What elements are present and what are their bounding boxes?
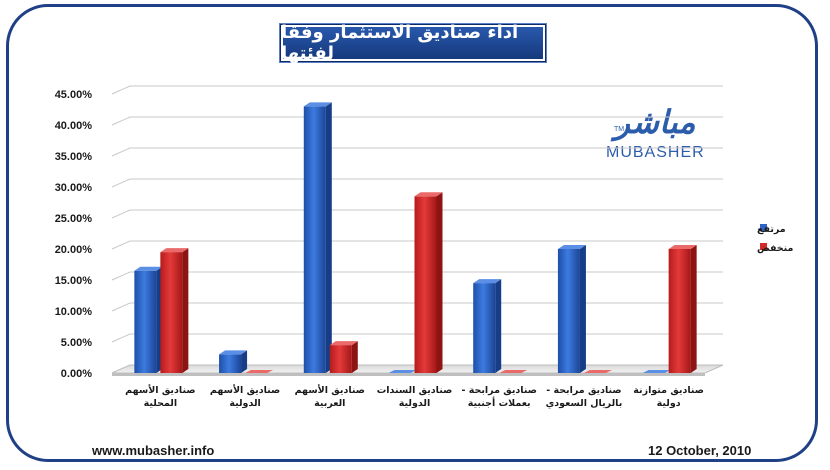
x-tick-label: صناديق متوازنة دولية	[633, 385, 704, 409]
gridline	[111, 116, 723, 126]
legend-label-1: منخفض	[757, 243, 794, 254]
bar-low-0	[160, 248, 189, 373]
x-tick-label: صناديق الأسهم العربية	[295, 384, 365, 409]
x-tick-label: صناديق مرابحة -بعملات أجنبية	[462, 385, 537, 409]
gridline	[111, 240, 723, 250]
gridline	[111, 85, 723, 95]
y-tick-label: 40.00%	[55, 120, 93, 132]
gridline	[111, 209, 723, 219]
gridline	[111, 302, 723, 312]
y-tick-label: 30.00%	[55, 182, 93, 194]
legend-swatch-0	[760, 224, 767, 231]
y-tick-label: 5.00%	[61, 337, 92, 349]
y-tick-label: 20.00%	[55, 244, 93, 256]
y-axis: 0.00% 5.00% 10.00% 15.00% 20.00% 25.00% 30.00%…	[55, 89, 93, 380]
bars-layer	[134, 102, 697, 374]
chart-title: اداء صناديق الاستثمار وفقا لفئتها	[280, 22, 546, 64]
footer-date: 12 October, 2010	[648, 443, 752, 458]
x-tick-label: صناديق مرابحة -بالريال السعودي	[546, 385, 623, 409]
gridline	[111, 271, 723, 281]
legend-swatch-1	[760, 243, 767, 250]
logo-arabic: مباشر	[614, 103, 696, 141]
gridline	[111, 147, 723, 157]
bar-low-2	[329, 341, 358, 373]
bar-low-3	[414, 192, 443, 373]
bar-high-0	[134, 266, 163, 373]
bar-high-4	[473, 279, 502, 373]
footer-website: www.mubasher.info	[92, 443, 215, 458]
chart-frame	[6, 4, 818, 462]
bar-high-5	[557, 245, 586, 373]
y-tick-label: 15.00%	[55, 275, 93, 287]
x-tick-label: صناديق الأسهم المحلية	[125, 384, 195, 409]
floor-edge	[112, 373, 705, 376]
bar-low-4	[499, 370, 528, 373]
x-tick-label: صناديق الأسهم الدولية	[210, 384, 280, 409]
bar-low-1	[245, 370, 274, 373]
bar-high-3	[388, 370, 417, 373]
logo-tm: TM	[614, 126, 625, 133]
gridline	[111, 333, 723, 343]
y-tick-label: 10.00%	[55, 306, 93, 318]
x-axis: صناديق الأسهم المحلية صناديق الأسهم الدولية…	[125, 384, 704, 409]
bar-low-5	[583, 370, 612, 373]
gridline	[111, 178, 723, 188]
y-tick-label: 0.00%	[61, 368, 92, 380]
legend-label-0: مرتفع	[757, 224, 786, 235]
bar-low-6	[668, 245, 697, 373]
x-tick-label: صناديق السندات الدولية	[377, 385, 453, 409]
bar-high-6	[642, 370, 671, 373]
y-tick-label: 45.00%	[55, 89, 93, 101]
bar-high-2	[303, 102, 332, 374]
bar-high-1	[219, 350, 248, 373]
legend: مرتفع منخفض	[757, 224, 794, 254]
y-tick-label: 25.00%	[55, 213, 93, 225]
y-tick-label: 35.00%	[55, 151, 93, 163]
